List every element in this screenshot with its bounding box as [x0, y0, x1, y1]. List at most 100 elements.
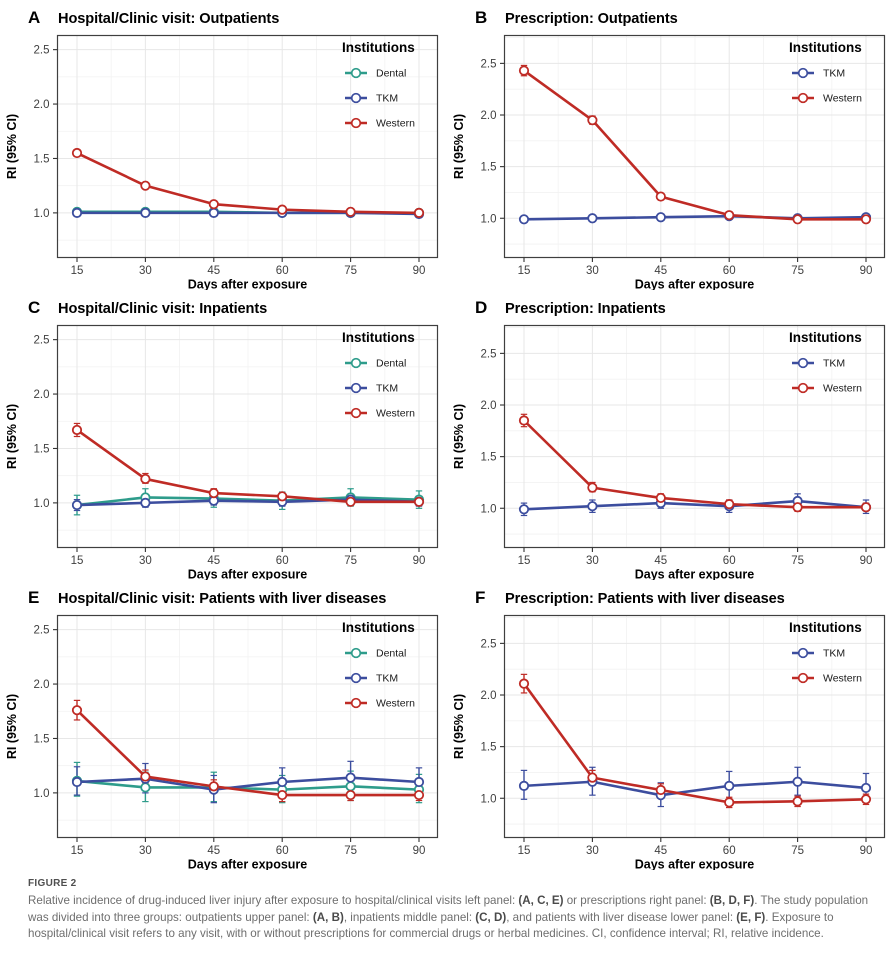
legend-label-tkm: TKM [823, 68, 845, 80]
x-tick-label: 45 [654, 845, 667, 857]
series-line-western [522, 682, 868, 804]
panel-border [503, 34, 886, 259]
legend-key-marker-tkm [350, 92, 362, 104]
legend-label-tkm: TKM [376, 93, 398, 105]
data-point-tkm [724, 780, 735, 791]
series-line-tkm [522, 780, 868, 797]
data-point-western [71, 424, 83, 436]
data-point-western [724, 797, 735, 808]
y-tick-label: 1.5 [34, 733, 50, 745]
panel-F-letter: F [475, 588, 486, 607]
legend-label-western: Western [376, 118, 415, 130]
data-point-western [140, 473, 151, 485]
y-tick-label: 1.0 [481, 793, 497, 805]
panel-E: E Hospital/Clinic visit: Patients with li… [0, 580, 447, 870]
y-axis-title: RI (95% CI) [452, 694, 466, 759]
panel-A-title: Hospital/Clinic visit: Outpatients [58, 11, 280, 27]
x-axis-title: Days after exposure [188, 858, 308, 871]
data-point-western [792, 796, 803, 807]
panel-F: F Prescription: Patients with liver disea… [447, 580, 894, 870]
y-tick-label: 1.0 [34, 498, 50, 510]
panel-C-letter: C [28, 298, 41, 317]
data-point-western [71, 705, 83, 716]
data-point-tkm [587, 501, 598, 512]
x-tick-label: 90 [860, 845, 873, 857]
legend-key-marker-western [350, 697, 362, 709]
panel-D-header: D Prescription: Inpatients [475, 298, 666, 318]
data-point-western [345, 206, 356, 217]
x-tick-label: 75 [344, 265, 357, 277]
data-point-tkm [518, 214, 530, 225]
data-point-western [140, 180, 151, 191]
x-tick-label: 45 [654, 555, 667, 567]
y-tick-label: 2.0 [34, 679, 50, 691]
y-tick-label: 1.5 [481, 162, 497, 174]
data-point-western [587, 772, 598, 783]
series-line-western [522, 69, 868, 221]
plot-background [57, 615, 438, 838]
x-axis-title: Days after exposure [635, 568, 755, 581]
data-point-tkm [587, 213, 598, 224]
data-point-western [860, 794, 872, 805]
plot-background [504, 325, 885, 548]
series-line-tkm [522, 499, 868, 511]
data-point-tkm [277, 776, 288, 788]
x-tick-label: 45 [207, 845, 220, 857]
y-tick-label: 2.0 [481, 690, 497, 702]
series-line-western [522, 419, 868, 509]
legend-label-western: Western [376, 698, 415, 710]
caption-panel-ref: (A, B) [312, 910, 344, 924]
panel-A: A Hospital/Clinic visit: Outpatients 15 30 4… [0, 0, 447, 290]
legend-key-marker-tkm [797, 647, 809, 659]
panel-B: B Prescription: Outpatients 15 30 45 60 75 90 1.… [447, 0, 894, 290]
data-point-western [71, 147, 83, 159]
caption-text-segment: or prescriptions right panel: [563, 894, 710, 907]
panel-F-header: F Prescription: Patients with liver disea… [475, 588, 785, 608]
legend-key-marker-western [797, 672, 809, 684]
legend-title: Institutions [342, 620, 415, 635]
caption-text-segment: Relative incidence of drug-induced liver… [28, 894, 519, 907]
legend-title: Institutions [342, 330, 415, 345]
caption-panel-ref: (A, C, E) [518, 894, 564, 907]
x-axis-title: Days after exposure [635, 858, 755, 871]
data-point-tkm [413, 776, 425, 788]
legend-label-dental: Dental [376, 648, 406, 660]
data-point-western [345, 496, 356, 507]
x-tick-label: 75 [791, 265, 804, 277]
panel-E-title: Hospital/Clinic visit: Patients with liv… [58, 591, 387, 607]
data-point-dental [140, 782, 151, 793]
data-point-western [518, 678, 530, 689]
data-point-western [655, 191, 666, 202]
x-tick-label: 15 [71, 845, 84, 857]
legend-label-western: Western [823, 93, 862, 105]
caption-text-segment: . The study population was divided into … [28, 894, 869, 924]
panel-D-letter: D [475, 298, 488, 317]
x-tick-label: 90 [860, 265, 873, 277]
y-tick-label: 2.0 [481, 110, 497, 122]
x-tick-label: 15 [518, 845, 531, 857]
y-tick-label: 1.0 [481, 213, 497, 225]
x-tick-label: 90 [413, 555, 426, 567]
data-point-western [792, 214, 803, 225]
series-line-western [75, 428, 421, 504]
data-point-western [140, 771, 151, 782]
legend-key-marker-tkm [797, 67, 809, 79]
caption-panel-ref: (C, D) [475, 910, 507, 924]
x-axis-title: Days after exposure [188, 278, 308, 291]
y-tick-label: 2.0 [481, 400, 497, 412]
caption-text-segment: , and patients with liver disease lower … [506, 910, 737, 924]
series-line-dental [75, 779, 421, 791]
x-tick-label: 75 [791, 845, 804, 857]
legend-title: Institutions [789, 620, 862, 635]
figure-caption-label: FIGURE 2 [28, 878, 77, 889]
panel-B-header: B Prescription: Outpatients [475, 8, 678, 28]
data-point-tkm [792, 776, 803, 787]
x-tick-label: 15 [518, 555, 531, 567]
y-tick-label: 2.5 [34, 45, 50, 57]
data-point-western [724, 210, 735, 221]
panel-A-chart: 15 30 45 60 75 90 1.0 1.5 2.0 2.5 Days after expos… [5, 34, 439, 291]
y-tick-label: 1.5 [481, 742, 497, 754]
panel-B-title: Prescription: Outpatients [505, 11, 678, 27]
panel-border [56, 324, 439, 549]
series-line-tkm [75, 776, 421, 791]
